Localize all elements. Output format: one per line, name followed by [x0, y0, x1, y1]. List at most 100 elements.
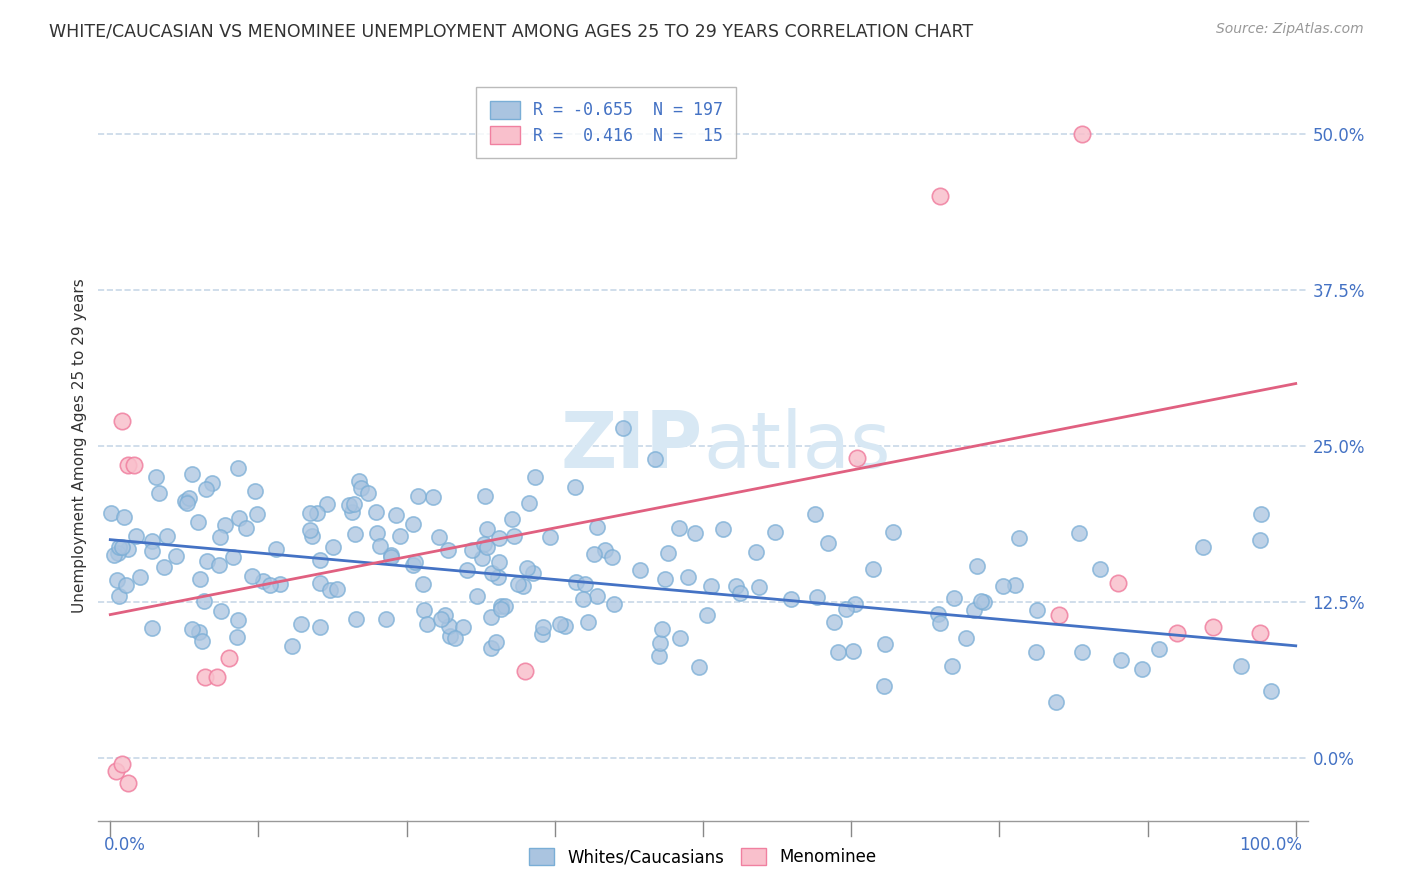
Point — [730, 586, 752, 600]
Point — [873, 638, 896, 652]
Point — [817, 536, 839, 550]
Point — [308, 575, 330, 590]
Point — [416, 617, 439, 632]
Point — [108, 589, 131, 603]
Point — [347, 474, 370, 488]
Point — [402, 516, 425, 531]
Point — [780, 592, 803, 607]
Point — [205, 670, 228, 684]
Point — [1071, 127, 1094, 141]
Point — [585, 590, 607, 604]
Point — [218, 651, 240, 665]
Y-axis label: Unemployment Among Ages 25 to 29 years: Unemployment Among Ages 25 to 29 years — [72, 278, 87, 614]
Point — [683, 526, 706, 541]
Point — [583, 547, 606, 561]
Point — [325, 582, 347, 597]
Point — [488, 531, 510, 545]
Point — [844, 597, 866, 611]
Point — [404, 555, 426, 569]
Point — [1090, 562, 1112, 576]
Point — [451, 620, 474, 634]
Point — [235, 521, 257, 535]
Point — [657, 546, 679, 560]
Point — [941, 659, 963, 673]
Point — [651, 622, 673, 636]
Point — [1071, 645, 1094, 659]
Point — [193, 594, 215, 608]
Point — [103, 548, 125, 562]
Point — [475, 540, 498, 554]
Point — [222, 549, 245, 564]
Point — [380, 549, 402, 564]
Point — [524, 470, 547, 484]
Point — [141, 544, 163, 558]
Point — [357, 485, 380, 500]
Point — [966, 558, 988, 573]
Point — [124, 529, 146, 543]
Point — [141, 534, 163, 549]
Point — [174, 494, 197, 508]
Point — [973, 595, 995, 609]
Point — [517, 496, 540, 510]
Point — [572, 591, 595, 606]
Point — [434, 607, 457, 622]
Point — [593, 543, 616, 558]
Point — [1249, 626, 1271, 640]
Point — [1004, 578, 1026, 592]
Point — [385, 508, 408, 523]
Point — [299, 506, 322, 520]
Point — [259, 577, 281, 591]
Point — [269, 577, 291, 591]
Point — [1045, 695, 1067, 709]
Point — [402, 558, 425, 572]
Point — [564, 480, 586, 494]
Point — [565, 575, 588, 590]
Point — [141, 621, 163, 635]
Point — [516, 561, 538, 575]
Point — [298, 523, 321, 537]
Point — [305, 506, 328, 520]
Point — [1130, 662, 1153, 676]
Point — [194, 670, 217, 684]
Point — [319, 582, 342, 597]
Point — [748, 581, 770, 595]
Point — [117, 458, 139, 472]
Point — [105, 764, 128, 778]
Point — [117, 541, 139, 556]
Text: Source: ZipAtlas.com: Source: ZipAtlas.com — [1216, 22, 1364, 37]
Point — [644, 451, 666, 466]
Point — [117, 776, 139, 790]
Point — [486, 570, 509, 584]
Point — [290, 617, 312, 632]
Point — [107, 546, 129, 560]
Point — [281, 639, 304, 653]
Text: 100.0%: 100.0% — [1239, 836, 1302, 854]
Point — [375, 612, 398, 626]
Point — [228, 510, 250, 524]
Point — [111, 757, 134, 772]
Point — [479, 609, 502, 624]
Point — [266, 542, 288, 557]
Point — [430, 612, 453, 626]
Point — [612, 421, 634, 435]
Point — [209, 531, 232, 545]
Point — [350, 481, 373, 495]
Point — [654, 572, 676, 586]
Point — [437, 618, 460, 632]
Point — [301, 529, 323, 543]
Point — [882, 525, 904, 540]
Text: ZIP: ZIP — [561, 408, 703, 484]
Point — [111, 540, 134, 554]
Point — [806, 590, 828, 604]
Point — [725, 579, 748, 593]
Point — [488, 555, 510, 569]
Point — [240, 569, 263, 583]
Point — [628, 563, 651, 577]
Point — [823, 615, 845, 629]
Point — [501, 512, 523, 526]
Point — [408, 489, 430, 503]
Point — [122, 458, 145, 472]
Point — [648, 649, 671, 664]
Point — [1166, 626, 1188, 640]
Point — [842, 644, 865, 658]
